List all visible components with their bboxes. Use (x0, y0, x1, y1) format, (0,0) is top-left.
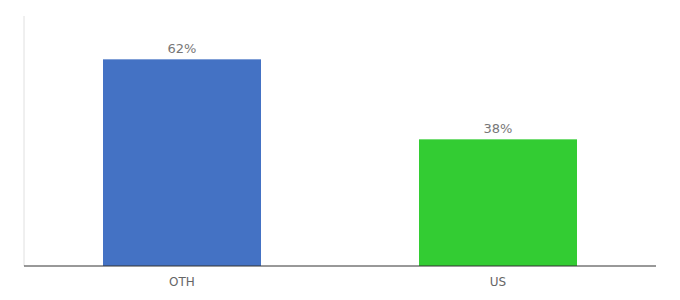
x-tick-labels: OTH US (169, 275, 506, 289)
plot-area: 62% 38% OTH US (24, 16, 656, 289)
y-range-line (24, 16, 25, 266)
bar (103, 59, 261, 266)
chart-container: 62% 38% OTH US (0, 0, 680, 300)
bar (419, 139, 577, 266)
x-tick-label: OTH (169, 275, 195, 289)
data-label: 38% (484, 121, 513, 136)
x-axis-line (24, 266, 656, 267)
data-label: 62% (168, 41, 197, 56)
x-tick-label: US (490, 275, 506, 289)
bars (103, 59, 577, 266)
data-labels: 62% 38% (168, 41, 513, 136)
chart-svg: 62% 38% OTH US (0, 0, 680, 300)
